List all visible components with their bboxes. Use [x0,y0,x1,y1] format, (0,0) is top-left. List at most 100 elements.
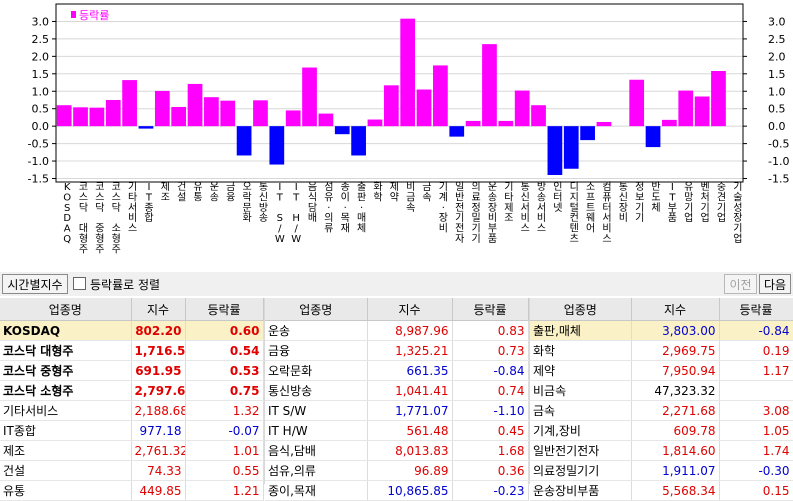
header-change[interactable]: 등락률 [185,298,264,321]
table-row[interactable]: 출판,매체 3,803.00 -0.84 [530,320,793,341]
y-tick-label: 3.0 [768,15,786,28]
y-axis-left: 3.0 2.5 2.0 1.5 1.0 0.5 0.0 -0.5 -1.0 -1.5 [28,15,56,186]
sector-name: 오락문화 [265,360,368,381]
bar [351,126,366,156]
sort-checkbox-label: 등락률로 정렬 [90,278,161,292]
bar [204,97,219,127]
table-row[interactable]: 음식,담배 8,013.83 1.68 [265,440,529,461]
sector-name: 금속 [530,400,632,421]
table-header-row: 업종명 지수 등락률 [265,298,529,321]
sector-index: 8,013.83 [367,440,453,461]
sector-name: 코스닥 중형주 [0,360,132,381]
sector-name: 금융 [265,340,368,361]
table-row[interactable]: 코스닥 중형주 691.95 0.53 [0,360,264,381]
sector-change: 1.68 [452,440,529,461]
table-row[interactable]: IT S/W 1,771.07 -1.10 [265,400,529,421]
header-name[interactable]: 업종명 [530,298,632,321]
sort-by-change-toggle[interactable]: 등락률로 정렬 [73,276,160,294]
table-row[interactable]: 의료정밀기기 1,911.07 -0.30 [530,460,793,481]
time-index-button[interactable]: 시간별지수 [2,274,68,294]
table-row[interactable]: 제조 2,761.32 1.01 [0,440,264,461]
bar [596,121,612,127]
table-row[interactable]: 기계,장비 609.78 1.05 [530,420,793,441]
x-tick-label: 종 이 · 목 재 [341,181,350,235]
y-tick-label: 2.5 [768,33,786,46]
header-name[interactable]: 업종명 [0,298,132,321]
sector-change: 0.45 [452,420,529,441]
bar [482,44,497,127]
table-row[interactable]: 금속 2,271.68 3.08 [530,400,793,421]
table-row[interactable]: IT H/W 561.48 0.45 [265,420,529,441]
sector-change: 0.54 [185,340,264,361]
sort-checkbox[interactable] [73,277,86,290]
table-row[interactable]: 섬유,의류 96.89 0.36 [265,460,529,481]
header-index[interactable]: 지수 [131,298,186,321]
table-row[interactable]: 일반전기전자 1,814.60 1.74 [530,440,793,461]
sector-index: 2,271.68 [631,400,720,421]
next-button[interactable]: 다음 [759,274,791,294]
table-row[interactable]: 오락문화 661.35 -0.84 [265,360,529,381]
table-row[interactable]: 건설 74.33 0.55 [0,460,264,481]
table-row[interactable]: 비금속 47,323.32 [530,380,793,401]
legend-label: 등락률 [79,9,109,22]
sector-change: -0.84 [719,320,793,341]
sector-index: 609.78 [631,420,720,441]
bar [122,80,137,127]
bar [220,100,236,127]
bar [416,89,432,127]
sector-index: 47,323.32 [631,380,720,401]
table-row[interactable]: 금융 1,325.21 0.73 [265,340,529,361]
sector-change: 0.53 [185,360,264,381]
bar [318,113,334,127]
prev-button[interactable]: 이전 [724,274,757,294]
chart-bars [56,18,726,176]
bar [514,90,530,127]
sector-change: -0.84 [452,360,529,381]
sector-change: 3.08 [719,400,793,421]
sector-index: 661.35 [367,360,453,381]
table-row[interactable]: KOSDAQ 802.20 0.60 [0,320,264,341]
y-tick-label: 0.5 [32,103,50,116]
table-row[interactable]: 제약 7,950.94 1.17 [530,360,793,381]
sector-change-chart: 3.0 2.5 2.0 1.5 1.0 0.5 0.0 -0.5 -1.0 -1.5 3.0 2.5… [27,3,790,256]
table-row[interactable]: 기타서비스 2,188.68 1.32 [0,400,264,421]
sector-index: 3,803.00 [631,320,720,341]
header-name[interactable]: 업종명 [265,298,368,321]
sector-index: 2,188.68 [131,400,186,421]
sector-index: 1,814.60 [631,440,720,461]
table-row[interactable]: 화학 2,969.75 0.19 [530,340,793,361]
header-change[interactable]: 등락률 [719,298,793,321]
table-row[interactable]: 운송 8,987.96 0.83 [265,320,529,341]
header-index[interactable]: 지수 [631,298,720,321]
table-row[interactable]: IT종합 977.18 -0.07 [0,420,264,441]
bar [694,96,710,127]
table-row[interactable]: 통신방송 1,041.41 0.74 [265,380,529,401]
header-change[interactable]: 등락률 [452,298,529,321]
sector-name: 일반전기전자 [530,440,632,461]
header-index[interactable]: 지수 [367,298,453,321]
y-tick-label: -1.5 [768,173,789,186]
sector-change: 1.32 [185,400,264,421]
